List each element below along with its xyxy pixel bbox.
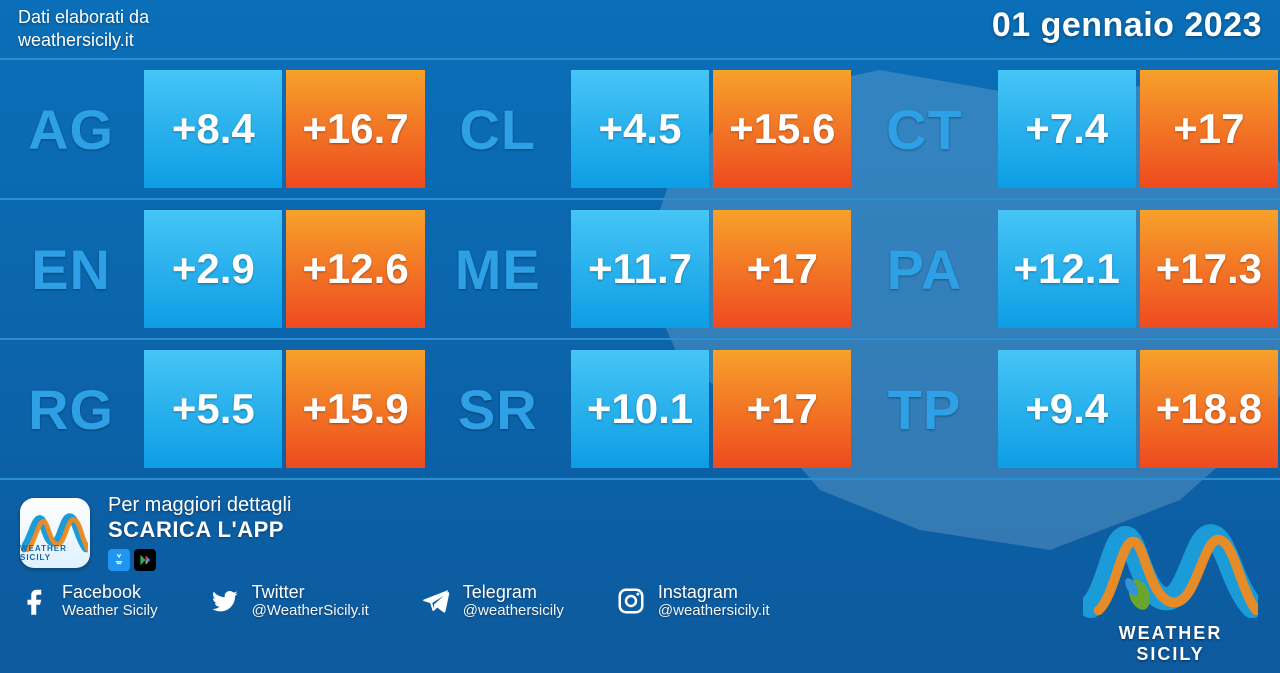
- appstore-icon[interactable]: [108, 549, 130, 571]
- temp-max: +16.7: [286, 70, 424, 188]
- province-triple: ME+11.7+17: [427, 200, 854, 338]
- table-row: AG+8.4+16.7CL+4.5+15.6CT+7.4+17: [0, 60, 1280, 200]
- province-code: TP: [855, 350, 993, 468]
- province-code: ME: [429, 210, 567, 328]
- app-icon-subtitle: WEATHER SICILY: [20, 544, 90, 562]
- twitter-icon: [210, 586, 240, 616]
- province-code: CT: [855, 70, 993, 188]
- temp-min: +5.5: [144, 350, 282, 468]
- social-text: Instagram@weathersicily.it: [658, 583, 770, 619]
- table-row: RG+5.5+15.9SR+10.1+17TP+9.4+18.8: [0, 340, 1280, 480]
- facebook-icon: [20, 586, 50, 616]
- province-triple: TP+9.4+18.8: [853, 340, 1280, 478]
- temp-min: +7.4: [998, 70, 1136, 188]
- temp-max: +17: [1140, 70, 1278, 188]
- store-badges: [108, 549, 291, 571]
- social-telegram[interactable]: Telegram@weathersicily: [421, 583, 564, 619]
- province-code: RG: [2, 350, 140, 468]
- province-code: CL: [429, 70, 567, 188]
- temp-min: +2.9: [144, 210, 282, 328]
- province-triple: CL+4.5+15.6: [427, 60, 854, 198]
- app-text: Per maggiori dettagli SCARICA L'APP: [108, 494, 291, 571]
- province-code: SR: [429, 350, 567, 468]
- corner-logo: WEATHER SICILY: [1083, 515, 1258, 665]
- app-line2: SCARICA L'APP: [108, 517, 291, 543]
- social-name: Facebook: [62, 583, 158, 602]
- social-handle: Weather Sicily: [62, 602, 158, 619]
- credit-block: Dati elaborati da weathersicily.it: [18, 6, 149, 51]
- province-code: EN: [2, 210, 140, 328]
- social-name: Instagram: [658, 583, 770, 602]
- temp-min: +8.4: [144, 70, 282, 188]
- temp-min: +11.7: [571, 210, 709, 328]
- social-handle: @WeatherSicily.it: [252, 602, 369, 619]
- temp-max: +17: [713, 350, 851, 468]
- temp-max: +15.6: [713, 70, 851, 188]
- corner-logo-subtitle: WEATHER SICILY: [1083, 623, 1258, 665]
- temp-min: +4.5: [571, 70, 709, 188]
- social-text: FacebookWeather Sicily: [62, 583, 158, 619]
- app-icon: WEATHER SICILY: [20, 498, 90, 568]
- credit-line1: Dati elaborati da: [18, 6, 149, 29]
- social-twitter[interactable]: Twitter@WeatherSicily.it: [210, 583, 369, 619]
- social-facebook[interactable]: FacebookWeather Sicily: [20, 583, 158, 619]
- temp-max: +18.8: [1140, 350, 1278, 468]
- social-name: Telegram: [463, 583, 564, 602]
- temp-max: +15.9: [286, 350, 424, 468]
- social-text: Telegram@weathersicily: [463, 583, 564, 619]
- table-row: EN+2.9+12.6ME+11.7+17PA+12.1+17.3: [0, 200, 1280, 340]
- header-bar: Dati elaborati da weathersicily.it 01 ge…: [0, 0, 1280, 60]
- temp-max: +17: [713, 210, 851, 328]
- social-handle: @weathersicily.it: [658, 602, 770, 619]
- province-triple: PA+12.1+17.3: [853, 200, 1280, 338]
- province-triple: RG+5.5+15.9: [0, 340, 427, 478]
- temp-min: +12.1: [998, 210, 1136, 328]
- temp-min: +10.1: [571, 350, 709, 468]
- province-code: PA: [855, 210, 993, 328]
- instagram-icon: [616, 586, 646, 616]
- province-triple: SR+10.1+17: [427, 340, 854, 478]
- social-instagram[interactable]: Instagram@weathersicily.it: [616, 583, 770, 619]
- province-triple: CT+7.4+17: [853, 60, 1280, 198]
- temp-max: +12.6: [286, 210, 424, 328]
- credit-line2: weathersicily.it: [18, 29, 149, 52]
- temp-max: +17.3: [1140, 210, 1278, 328]
- page-date: 01 gennaio 2023: [992, 6, 1262, 45]
- temp-min: +9.4: [998, 350, 1136, 468]
- play-icon[interactable]: [134, 549, 156, 571]
- province-triple: EN+2.9+12.6: [0, 200, 427, 338]
- social-handle: @weathersicily: [463, 602, 564, 619]
- temperature-grid: AG+8.4+16.7CL+4.5+15.6CT+7.4+17EN+2.9+12…: [0, 60, 1280, 480]
- social-text: Twitter@WeatherSicily.it: [252, 583, 369, 619]
- province-code: AG: [2, 70, 140, 188]
- province-triple: AG+8.4+16.7: [0, 60, 427, 198]
- app-line1: Per maggiori dettagli: [108, 494, 291, 517]
- social-name: Twitter: [252, 583, 369, 602]
- telegram-icon: [421, 586, 451, 616]
